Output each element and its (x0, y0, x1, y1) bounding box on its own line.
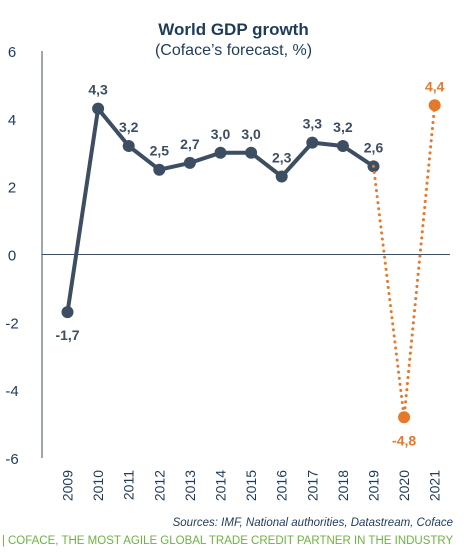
forecast-series-line (372, 103, 437, 419)
data-point (153, 163, 166, 176)
footer-text: COFACE, THE MOST AGILE GLOBAL TRADE CRED… (8, 535, 454, 547)
data-label: 4,4 (425, 78, 445, 94)
x-tick-label: 2012 (151, 470, 167, 501)
y-tick-label: -6 (5, 451, 18, 468)
data-point (275, 170, 288, 183)
data-point (122, 139, 135, 152)
chart-title: World GDP growth (158, 20, 309, 39)
y-tick-label: 4 (8, 112, 16, 129)
x-tick-label: 2016 (274, 470, 290, 501)
x-tick-label: 2018 (335, 470, 351, 501)
forecast-point (398, 411, 411, 424)
data-point (336, 139, 349, 152)
data-label: 2,6 (364, 139, 384, 155)
x-tick-label: 2014 (213, 470, 229, 501)
data-label: 3,0 (241, 126, 261, 142)
x-tick-label: 2013 (182, 470, 198, 501)
data-point (306, 136, 319, 149)
data-point (214, 146, 227, 159)
y-tick-label: 6 (8, 44, 16, 61)
y-tick-label: -4 (5, 383, 18, 400)
y-tick-label: -2 (5, 315, 18, 332)
y-tick-label: 2 (8, 180, 16, 197)
data-label: 3,2 (119, 119, 139, 135)
data-point (245, 146, 258, 159)
source-note: Sources: IMF, National authorities, Data… (172, 517, 453, 529)
data-label: 3,2 (333, 119, 353, 135)
data-label: 2,5 (150, 143, 170, 159)
x-tick-label: 2021 (427, 470, 443, 501)
x-tick-label: 2017 (304, 470, 320, 501)
data-label: 4,3 (88, 82, 108, 98)
x-tick-label: 2020 (396, 470, 412, 501)
y-tick-label: 0 (8, 248, 16, 265)
x-tick-label: 2015 (243, 470, 259, 501)
data-label: 3,3 (303, 116, 323, 132)
footer-tagline: | COFACE, THE MOST AGILE GLOBAL TRADE CRE… (2, 535, 453, 547)
x-tick-label: 2009 (60, 470, 76, 501)
forecast-point (428, 99, 441, 112)
data-point (61, 306, 74, 319)
data-label: 2,7 (180, 136, 200, 152)
x-tick-label: 2019 (366, 470, 382, 501)
x-tick-label: 2011 (121, 470, 137, 500)
x-tick-label: 2010 (90, 470, 106, 501)
data-label: -4,8 (392, 432, 416, 448)
chart-subtitle: (Coface’s forecast, %) (154, 42, 313, 59)
data-label: 3,0 (211, 126, 231, 142)
footer-bar: | (2, 535, 5, 547)
data-point (183, 156, 196, 169)
data-label: -1,7 (55, 327, 79, 343)
gdp-line-chart: -6 -4 -2 0 2 4 6 2009 2010 2011 2012 2013 2014 2015 20… (5, 44, 450, 501)
data-point (92, 102, 105, 115)
data-label: 2,3 (272, 149, 292, 165)
